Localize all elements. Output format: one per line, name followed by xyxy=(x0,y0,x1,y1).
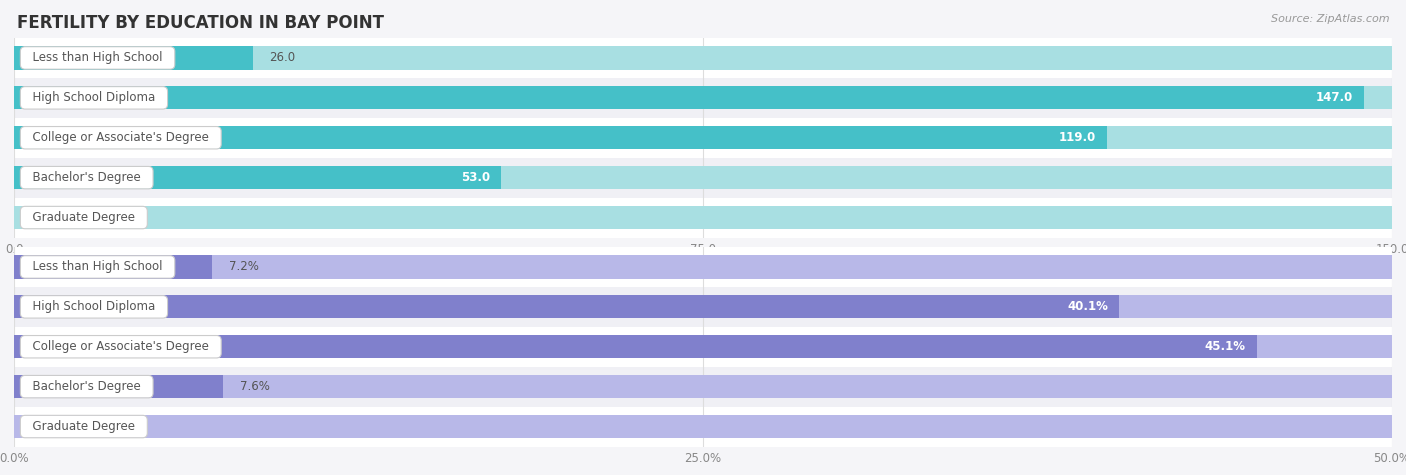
Bar xyxy=(14,86,1364,109)
Text: 7.2%: 7.2% xyxy=(229,260,259,274)
Bar xyxy=(14,198,1392,238)
Bar xyxy=(14,86,1392,109)
Bar xyxy=(14,415,1392,438)
Bar xyxy=(14,47,253,69)
Text: 26.0: 26.0 xyxy=(270,51,295,65)
Bar xyxy=(14,375,224,398)
Text: Graduate Degree: Graduate Degree xyxy=(25,420,142,433)
Text: Less than High School: Less than High School xyxy=(25,51,170,65)
Bar xyxy=(14,118,1392,158)
Bar xyxy=(14,38,1392,78)
Bar xyxy=(14,47,1392,69)
Bar xyxy=(14,335,1392,358)
Bar xyxy=(14,256,212,278)
Text: Bachelor's Degree: Bachelor's Degree xyxy=(25,171,149,184)
Bar xyxy=(14,375,1392,398)
Text: High School Diploma: High School Diploma xyxy=(25,300,163,314)
Bar xyxy=(14,256,1392,278)
Text: 40.1%: 40.1% xyxy=(1067,300,1108,314)
Text: Less than High School: Less than High School xyxy=(25,260,170,274)
Text: FERTILITY BY EDUCATION IN BAY POINT: FERTILITY BY EDUCATION IN BAY POINT xyxy=(17,14,384,32)
Text: College or Associate's Degree: College or Associate's Degree xyxy=(25,131,217,144)
Text: 7.6%: 7.6% xyxy=(240,380,270,393)
Text: Bachelor's Degree: Bachelor's Degree xyxy=(25,380,149,393)
Bar xyxy=(14,206,1392,229)
Text: 119.0: 119.0 xyxy=(1059,131,1097,144)
Bar xyxy=(14,295,1119,318)
Text: 147.0: 147.0 xyxy=(1316,91,1354,104)
Bar xyxy=(14,158,1392,198)
Text: Graduate Degree: Graduate Degree xyxy=(25,211,142,224)
Bar xyxy=(14,166,1392,189)
Bar xyxy=(14,367,1392,407)
Bar xyxy=(14,166,501,189)
Bar xyxy=(14,126,1107,149)
Bar xyxy=(14,126,1392,149)
Text: Source: ZipAtlas.com: Source: ZipAtlas.com xyxy=(1271,14,1389,24)
Text: 45.1%: 45.1% xyxy=(1205,340,1246,353)
Bar xyxy=(14,335,1257,358)
Bar xyxy=(14,247,1392,287)
Text: College or Associate's Degree: College or Associate's Degree xyxy=(25,340,217,353)
Bar xyxy=(14,287,1392,327)
Bar xyxy=(14,295,1392,318)
Text: High School Diploma: High School Diploma xyxy=(25,91,163,104)
Text: 0.0%: 0.0% xyxy=(31,420,60,433)
Bar xyxy=(14,78,1392,118)
Text: 0.0: 0.0 xyxy=(31,211,49,224)
Bar xyxy=(14,327,1392,367)
Bar xyxy=(14,407,1392,446)
Text: 53.0: 53.0 xyxy=(461,171,489,184)
